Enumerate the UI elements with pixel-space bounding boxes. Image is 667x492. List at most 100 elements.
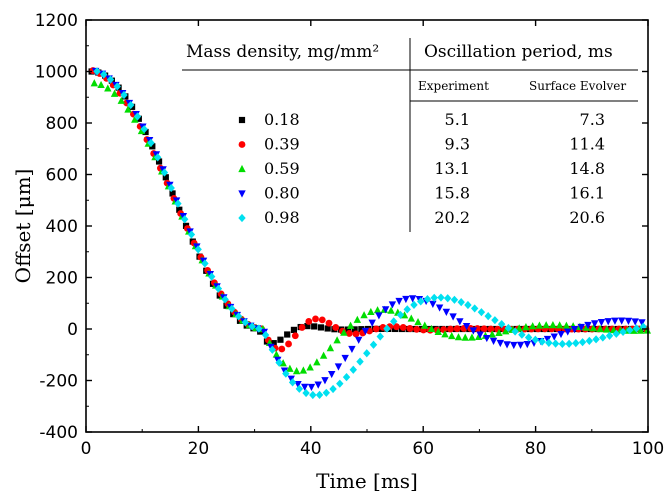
data-point [585,336,594,345]
data-point [430,293,438,302]
data-point [503,341,511,349]
data-point [421,321,429,329]
y-tick-label: 0 [67,320,78,340]
data-point [457,298,465,307]
data-point [476,331,484,339]
data-point [325,319,333,327]
data-point [234,312,243,321]
legend-table: Mass density, mg/mm² Oscillation period, … [182,38,638,232]
data-point [414,317,422,326]
data-point [166,181,174,189]
x-tick-label: 80 [525,439,547,459]
data-point [489,337,498,345]
data-point [367,307,375,316]
y-axis-title: Offset [μm] [11,169,35,284]
data-point [336,379,344,388]
table-cell-simulation: 16.1 [569,184,605,203]
data-point [162,174,169,181]
data-point [311,323,318,330]
data-point [292,366,301,375]
data-point [453,325,461,333]
axis-ticks: 0 20 40 60 80 100 -400 -200 0 200 400 600 800 1000 120… [35,11,664,459]
data-point [562,321,571,329]
data-point [154,153,162,162]
data-point [318,316,326,324]
data-point [483,334,491,343]
data-point [390,317,398,326]
data-point [167,183,175,193]
data-point [557,330,565,339]
legend-density-0.39: 0.39 [264,135,300,154]
data-point [326,344,335,352]
data-point [363,349,371,358]
data-point [487,325,495,333]
data-point [475,332,483,340]
data-point [626,325,634,335]
data-point [383,324,391,333]
data-point [565,339,573,348]
data-point [333,336,341,344]
data-point [285,340,292,348]
data-point [302,388,310,398]
data-point [180,215,189,224]
data-point [117,96,125,104]
table-header-density: Mass density, mg/mm² [186,42,379,62]
data-point [497,320,506,329]
data-point [372,325,380,333]
data-point [524,333,533,342]
data-point [356,357,364,366]
data-point [284,331,291,338]
data-point [93,67,101,76]
data-point [328,370,336,379]
data-point [545,338,553,347]
data-point [298,324,306,331]
data-point [342,373,351,382]
data-point [550,333,558,341]
x-tick-label: 60 [412,439,434,459]
table-cell-simulation: 14.8 [569,159,605,178]
data-point [291,332,299,340]
data-point [221,295,229,304]
data-point [407,314,415,322]
data-point [140,125,148,134]
data-point [636,326,645,334]
data-point [248,322,256,331]
data-point [584,321,592,330]
data-point [324,325,331,332]
data-point [577,323,585,332]
data-point [294,381,302,389]
table-cell-experiment: 9.3 [445,135,470,154]
data-point [603,325,611,333]
data-point [477,308,486,317]
data-point [348,345,356,354]
y-tick-label: 600 [46,166,78,186]
data-point [160,168,169,177]
data-point [410,300,418,309]
data-point [341,354,349,363]
data-point [535,321,544,329]
data-point [309,390,317,400]
data-point [518,330,526,339]
series-0.18 [88,68,648,347]
data-point [100,70,108,79]
table-cell-simulation: 11.4 [569,135,605,154]
data-point [137,126,146,135]
legend-marker-0.98 [238,213,246,223]
data-point [551,339,560,348]
data-point [387,306,395,314]
data-point [572,339,580,348]
data-point [113,82,121,91]
data-point [423,294,432,304]
data-point [228,304,236,313]
data-point [396,310,405,320]
data-point [149,143,156,150]
data-point [515,324,523,332]
data-point [317,324,325,331]
data-point [605,331,614,340]
data-point [632,324,641,333]
data-point [619,327,627,337]
data-point [187,230,196,239]
data-point [564,328,572,336]
data-point [322,388,331,397]
